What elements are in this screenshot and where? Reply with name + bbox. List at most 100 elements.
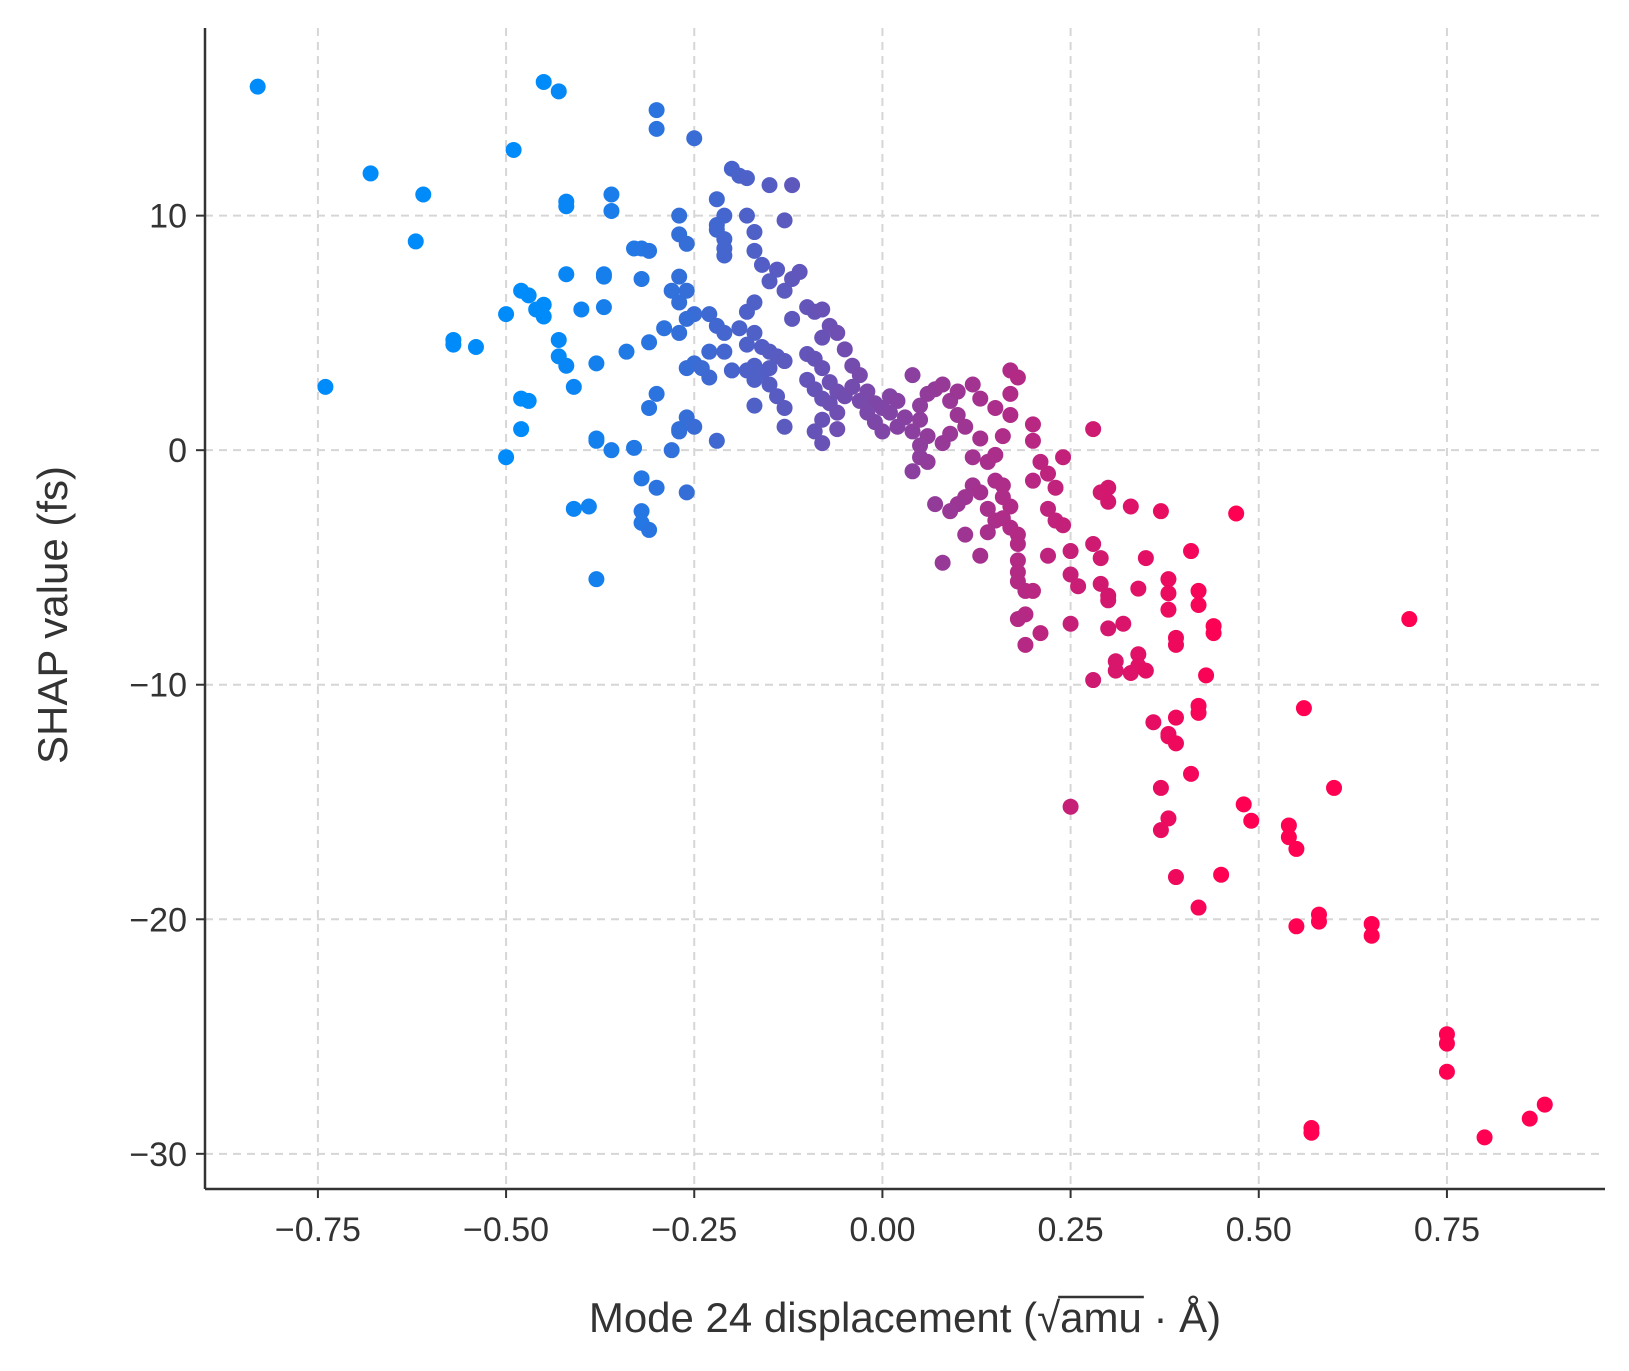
scatter-point <box>829 404 846 421</box>
scatter-point <box>558 198 575 215</box>
scatter-point <box>746 371 763 388</box>
y-tick-label: 10 <box>149 198 187 236</box>
x-tick-label: 0.75 <box>1414 1211 1480 1249</box>
scatter-point <box>513 421 530 438</box>
scatter-point <box>957 418 974 435</box>
scatter-point <box>776 212 793 229</box>
scatter-point <box>663 442 680 459</box>
scatter-point <box>1009 611 1026 628</box>
scatter-point <box>1100 493 1117 510</box>
scatter-point <box>723 362 740 379</box>
scatter-point <box>972 484 989 501</box>
scatter-point <box>738 336 755 353</box>
scatter-point <box>806 423 823 440</box>
scatter-point <box>1055 517 1072 534</box>
scatter-point <box>1062 798 1079 815</box>
scatter-point <box>1476 1129 1493 1146</box>
scatter-point <box>1160 601 1177 618</box>
x-tick-label: −0.50 <box>463 1211 549 1249</box>
scatter-point <box>1145 714 1162 731</box>
y-tick-label: −20 <box>129 901 187 939</box>
scatter-point <box>1002 407 1019 423</box>
x-axis-label-radicand: amu <box>1060 1294 1142 1341</box>
scatter-point <box>904 367 921 384</box>
scatter-point <box>1167 735 1184 752</box>
scatter-point <box>1070 578 1087 595</box>
scatter-point <box>746 224 763 241</box>
scatter-point <box>784 310 801 327</box>
x-tick-label: −0.75 <box>275 1211 361 1249</box>
scatter-point <box>761 177 778 194</box>
scatter-point <box>904 423 921 440</box>
scatter-point <box>1085 421 1102 438</box>
scatter-point <box>701 306 718 323</box>
scatter-point <box>829 421 846 438</box>
scatter-point <box>1363 927 1380 944</box>
scatter-point <box>1183 765 1200 782</box>
scatter-point <box>671 294 688 311</box>
scatter-point <box>249 78 266 95</box>
scatter-point <box>603 186 620 203</box>
scatter-point <box>1280 817 1297 834</box>
scatter-point <box>851 392 868 409</box>
y-axis-label: SHAP value (fs) <box>29 466 76 764</box>
scatter-point <box>1167 636 1184 653</box>
scatter-point <box>1137 550 1154 567</box>
scatter-point <box>1024 416 1041 433</box>
x-tick-label: 0.50 <box>1226 1211 1292 1249</box>
scatter-point <box>1024 432 1041 449</box>
scatter-point <box>362 165 379 182</box>
x-axis-label: Mode 24 displacement (√amu · Å) <box>589 1294 1221 1341</box>
scatter-point <box>498 306 515 323</box>
scatter-point <box>1115 615 1132 632</box>
scatter-point <box>912 397 929 414</box>
scatter-point <box>791 263 808 280</box>
scatter-point <box>1243 812 1260 829</box>
scatter-point <box>738 303 755 320</box>
tick-labels: −0.75 −0.50 −0.25 0.00 0.25 0.50 0.75 10 0 −10 −20… <box>129 198 1480 1249</box>
scatter-point <box>550 83 567 100</box>
scatter-point <box>588 432 605 449</box>
scatter-point <box>656 320 673 337</box>
scatter-point <box>1130 646 1147 663</box>
scatter-point <box>678 310 695 327</box>
scatter-point <box>957 526 974 543</box>
scatter-point <box>1040 547 1057 564</box>
scatter-point <box>1092 550 1109 567</box>
scatter-point <box>641 242 658 259</box>
scatter-point <box>949 407 966 423</box>
scatter-point <box>520 287 537 304</box>
scatter-point <box>1190 704 1207 721</box>
scatter-point <box>648 102 665 119</box>
scatter-point <box>1085 672 1102 689</box>
scatter-point <box>912 437 929 454</box>
scatter-point <box>964 449 981 466</box>
scatter-point <box>641 399 658 416</box>
scatter-point <box>987 446 1004 463</box>
scatter-point <box>814 360 831 377</box>
scatter-point <box>814 411 831 428</box>
scatter-point <box>1310 913 1327 930</box>
y-tick-label: −30 <box>129 1136 187 1174</box>
scatter-point <box>1235 796 1252 813</box>
scatter-point <box>701 369 718 386</box>
scatter-point <box>1205 625 1222 642</box>
scatter-point <box>633 503 650 520</box>
scatter-point <box>844 378 861 395</box>
scatter-point <box>731 320 748 337</box>
scatter-point <box>881 404 898 421</box>
scatter-point <box>934 376 951 393</box>
scatter-point <box>588 355 605 372</box>
scatter-point <box>889 418 906 435</box>
scatter-point <box>1183 543 1200 560</box>
scatter-point <box>1122 665 1139 681</box>
scatter-point <box>498 449 515 466</box>
scatter-point <box>671 423 688 440</box>
scatter-point <box>671 268 688 285</box>
scatter-point <box>738 170 755 187</box>
scatter-point <box>1521 1110 1538 1127</box>
scatter-point <box>1024 582 1041 599</box>
scatter-point <box>776 418 793 435</box>
scatter-point <box>874 423 891 440</box>
scatter-point <box>1167 869 1184 886</box>
